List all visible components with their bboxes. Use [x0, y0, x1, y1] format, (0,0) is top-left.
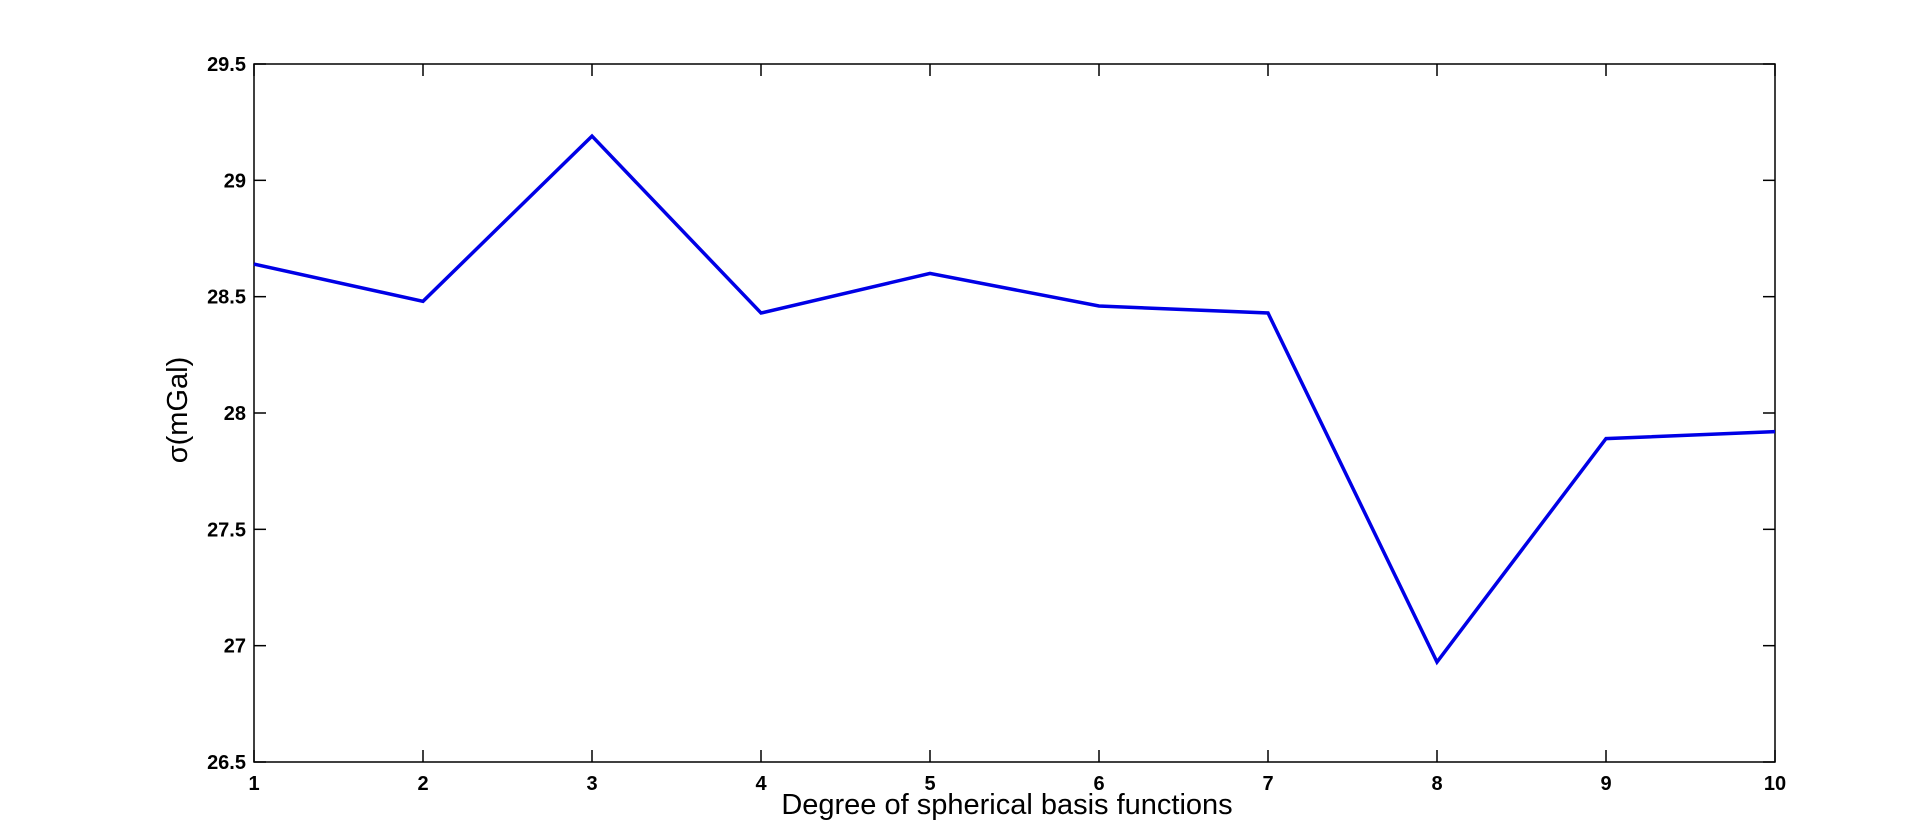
x-tick-label: 8 [1431, 773, 1442, 795]
x-tick-label: 6 [1093, 773, 1104, 795]
x-tick-label: 5 [924, 773, 935, 795]
y-axis-label: σ(mGal) [162, 357, 194, 464]
x-tick-label: 4 [755, 773, 767, 795]
y-tick-label: 27 [224, 636, 246, 658]
y-tick-label: 27.5 [207, 519, 246, 541]
axis-ticks [253, 63, 1776, 763]
series-layer [253, 133, 1776, 666]
y-tick-label: 28 [224, 403, 246, 425]
plot-area [253, 63, 1776, 763]
plot-frame [253, 63, 1776, 763]
y-tick-label: 28.5 [207, 287, 246, 309]
y-tick-label: 29.5 [207, 54, 246, 76]
x-tick-label: 2 [417, 773, 428, 795]
y-tick-label: 26.5 [207, 752, 246, 774]
x-tick-label: 9 [1600, 773, 1611, 795]
y-tick-label: 29 [224, 170, 246, 192]
tick-labels: 1 2 3 4 5 6 7 8 9 10 26.5 27 27.5 28 28.5 29 29.5 [207, 54, 1786, 795]
x-tick-label: 1 [248, 773, 259, 795]
series-line-1 [253, 133, 1776, 666]
x-tick-label: 10 [1764, 773, 1786, 795]
x-tick-label: 7 [1262, 773, 1273, 795]
x-axis-label: Degree of spherical basis functions [781, 789, 1232, 821]
x-tick-label: 3 [586, 773, 597, 795]
